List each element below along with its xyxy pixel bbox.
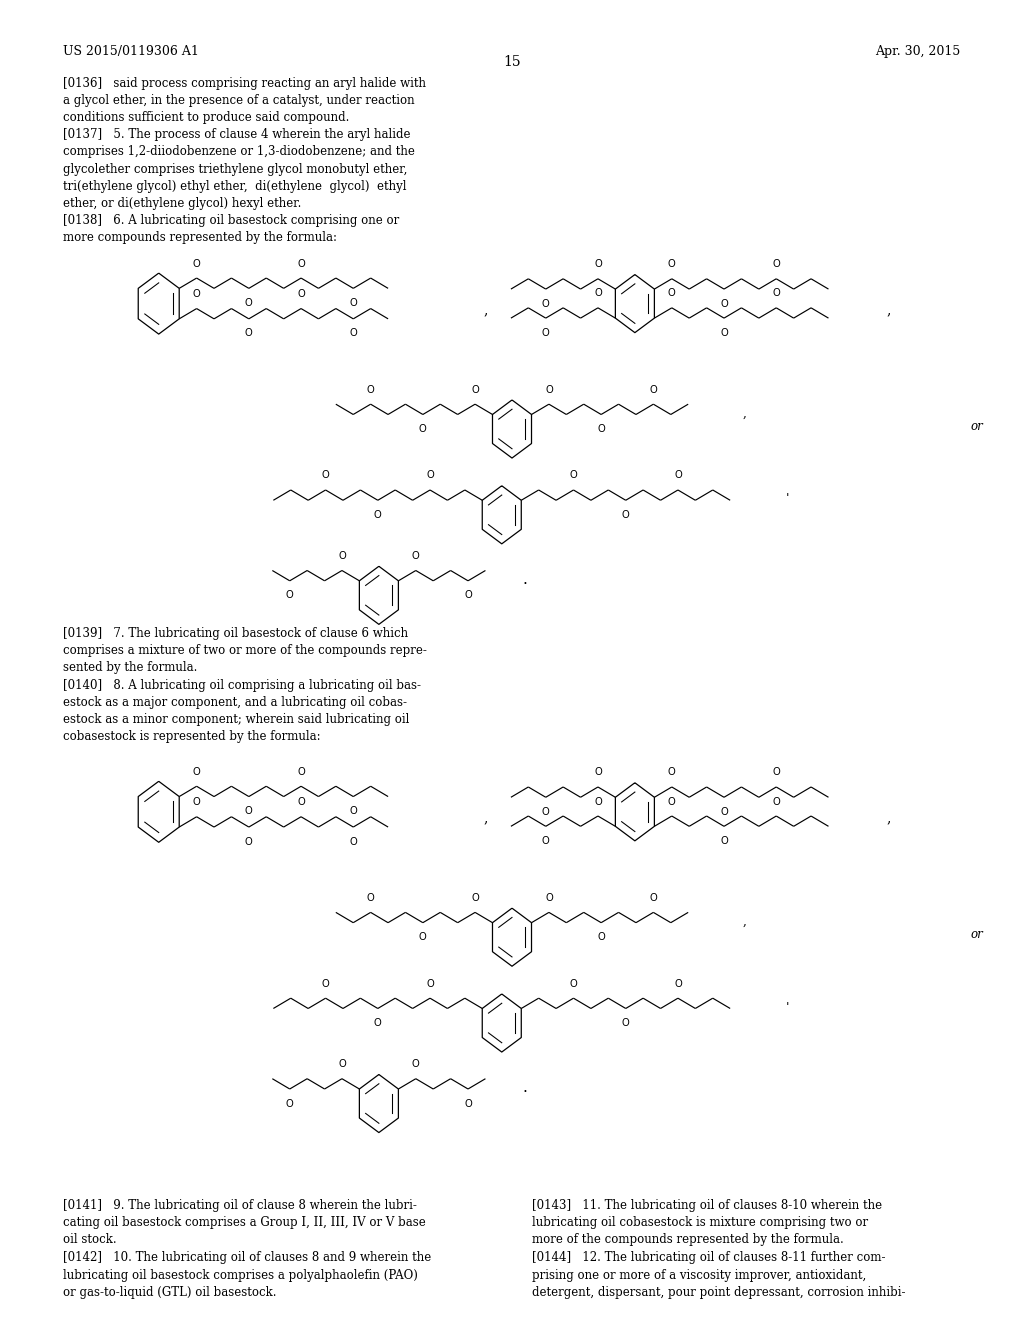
Text: O: O xyxy=(367,384,375,395)
Text: O: O xyxy=(193,259,201,268)
Text: O: O xyxy=(772,767,780,777)
Text: ,: , xyxy=(887,304,891,317)
Text: [0139]   7. The lubricating oil basestock of clause 6 which
comprises a mixture : [0139] 7. The lubricating oil basestock … xyxy=(63,627,427,743)
Text: O: O xyxy=(349,329,357,338)
Text: ,: , xyxy=(742,407,746,420)
Text: O: O xyxy=(322,470,330,480)
Text: O: O xyxy=(426,978,434,989)
Text: O: O xyxy=(594,259,602,269)
Text: O: O xyxy=(297,289,305,300)
Text: ,: , xyxy=(483,812,487,825)
Text: O: O xyxy=(674,470,682,480)
Text: ': ' xyxy=(785,492,788,506)
Text: O: O xyxy=(594,767,602,777)
Text: O: O xyxy=(349,807,357,816)
Text: .: . xyxy=(522,1080,527,1096)
Text: O: O xyxy=(426,470,434,480)
Text: or: or xyxy=(971,928,983,941)
Text: O: O xyxy=(668,796,676,807)
Text: O: O xyxy=(569,978,578,989)
Text: O: O xyxy=(542,836,550,846)
Text: O: O xyxy=(720,836,728,846)
Text: O: O xyxy=(297,259,305,268)
Text: US 2015/0119306 A1: US 2015/0119306 A1 xyxy=(63,45,200,58)
Text: O: O xyxy=(464,590,472,601)
Text: O: O xyxy=(245,807,253,816)
Text: Apr. 30, 2015: Apr. 30, 2015 xyxy=(876,45,961,58)
Text: ,: , xyxy=(483,304,487,317)
Text: O: O xyxy=(297,767,305,776)
Text: O: O xyxy=(649,892,657,903)
Text: O: O xyxy=(374,510,382,520)
Text: O: O xyxy=(367,892,375,903)
Text: O: O xyxy=(471,892,479,903)
Text: O: O xyxy=(772,259,780,269)
Text: [0136]   said process comprising reacting an aryl halide with
a glycol ether, in: [0136] said process comprising reacting … xyxy=(63,77,426,244)
Text: O: O xyxy=(286,1098,294,1109)
Text: 15: 15 xyxy=(503,55,521,70)
Text: O: O xyxy=(545,892,553,903)
Text: O: O xyxy=(542,327,550,338)
Text: [0144]   12. The lubricating oil of clauses 8-11 further com-
prising one or mor: [0144] 12. The lubricating oil of clause… xyxy=(532,1251,906,1299)
Text: O: O xyxy=(245,298,253,308)
Text: ,: , xyxy=(742,915,746,928)
Text: O: O xyxy=(542,298,550,309)
Text: [0141]   9. The lubricating oil of clause 8 wherein the lubri-
cating oil basest: [0141] 9. The lubricating oil of clause … xyxy=(63,1199,426,1246)
Text: O: O xyxy=(545,384,553,395)
Text: O: O xyxy=(419,932,427,942)
Text: O: O xyxy=(668,288,676,298)
Text: O: O xyxy=(286,590,294,601)
Text: O: O xyxy=(338,550,346,561)
Text: O: O xyxy=(772,796,780,807)
Text: O: O xyxy=(597,932,605,942)
Text: O: O xyxy=(338,1059,346,1069)
Text: O: O xyxy=(668,259,676,269)
Text: O: O xyxy=(412,550,420,561)
Text: O: O xyxy=(471,384,479,395)
Text: O: O xyxy=(349,298,357,308)
Text: .: . xyxy=(522,572,527,587)
Text: O: O xyxy=(193,289,201,300)
Text: O: O xyxy=(597,424,605,434)
Text: O: O xyxy=(569,470,578,480)
Text: O: O xyxy=(349,837,357,846)
Text: O: O xyxy=(674,978,682,989)
Text: O: O xyxy=(419,424,427,434)
Text: O: O xyxy=(245,329,253,338)
Text: O: O xyxy=(297,797,305,808)
Text: O: O xyxy=(594,288,602,298)
Text: O: O xyxy=(649,384,657,395)
Text: O: O xyxy=(622,1018,630,1028)
Text: ,: , xyxy=(887,812,891,825)
Text: O: O xyxy=(464,1098,472,1109)
Text: O: O xyxy=(193,767,201,776)
Text: O: O xyxy=(193,797,201,808)
Text: O: O xyxy=(772,288,780,298)
Text: O: O xyxy=(622,510,630,520)
Text: [0142]   10. The lubricating oil of clauses 8 and 9 wherein the
lubricating oil : [0142] 10. The lubricating oil of clause… xyxy=(63,1251,432,1299)
Text: O: O xyxy=(668,767,676,777)
Text: O: O xyxy=(374,1018,382,1028)
Text: O: O xyxy=(245,837,253,846)
Text: O: O xyxy=(412,1059,420,1069)
Text: ': ' xyxy=(785,1001,788,1014)
Text: O: O xyxy=(720,327,728,338)
Text: [0143]   11. The lubricating oil of clauses 8-10 wherein the
lubricating oil cob: [0143] 11. The lubricating oil of clause… xyxy=(532,1199,883,1246)
Text: or: or xyxy=(971,420,983,433)
Text: O: O xyxy=(322,978,330,989)
Text: O: O xyxy=(542,807,550,817)
Text: O: O xyxy=(720,298,728,309)
Text: O: O xyxy=(720,807,728,817)
Text: O: O xyxy=(594,796,602,807)
